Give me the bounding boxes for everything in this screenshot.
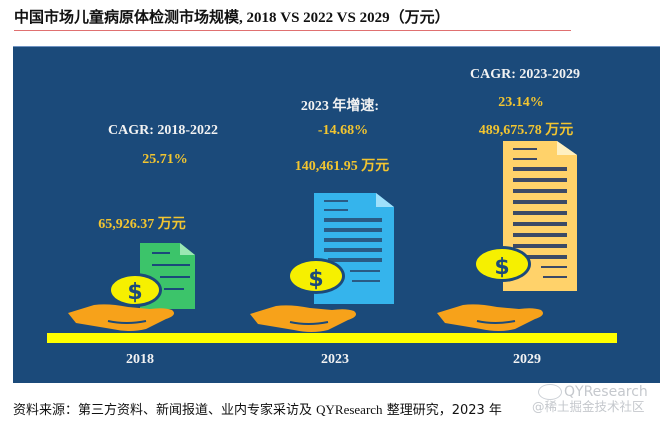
- value-2023: 140,461.95 万元: [294, 159, 390, 174]
- label-2023: 2023 年增速:: [300, 99, 380, 114]
- year-label-2018: 2018: [126, 352, 154, 367]
- label-2018: CAGR: 2018-2022: [107, 123, 219, 138]
- document-icon: $: [437, 141, 577, 331]
- source-brand: QYResearch: [316, 402, 383, 417]
- title-underline: [14, 30, 571, 31]
- source-note: 资料来源：第三方资料、新闻报道、业内专家采访及 QYResearch 整理研究，…: [13, 399, 502, 418]
- page-title: 中国市场儿童病原体检测市场规模, 2018 VS 2022 VS 2029（万元…: [14, 10, 450, 26]
- rate-2018: 25.71%: [142, 152, 188, 167]
- svg-text:$: $: [494, 255, 509, 280]
- svg-text:$: $: [308, 267, 323, 292]
- value-2018: 65,926.37 万元: [98, 217, 186, 232]
- wechat-logo-icon: [538, 384, 562, 400]
- document-icon: $: [68, 243, 195, 331]
- rate-2029: 23.14%: [498, 95, 544, 110]
- document-icon: $: [250, 193, 394, 332]
- rate-2023: -14.68%: [317, 123, 369, 138]
- value-2029: 489,675.78 万元: [478, 123, 574, 138]
- watermark: QYResearch @稀土掘金技术社区: [532, 384, 667, 418]
- source-suffix: 整理研究，2023 年: [382, 403, 502, 418]
- year-label-2029: 2029: [513, 352, 541, 367]
- watermark-community: @稀土掘金技术社区: [532, 399, 645, 414]
- year-label-2023: 2023: [321, 352, 349, 367]
- source-prefix: 资料来源：第三方资料、新闻报道、业内专家采访及: [13, 403, 317, 418]
- label-2029: CAGR: 2023-2029: [469, 67, 581, 82]
- watermark-brand: QYResearch: [564, 384, 648, 400]
- timeline-axis: [47, 333, 617, 343]
- svg-text:$: $: [127, 280, 142, 305]
- chart-panel: CAGR: 2018-2022 25.71% 65,926.37 万元 2023…: [13, 46, 660, 383]
